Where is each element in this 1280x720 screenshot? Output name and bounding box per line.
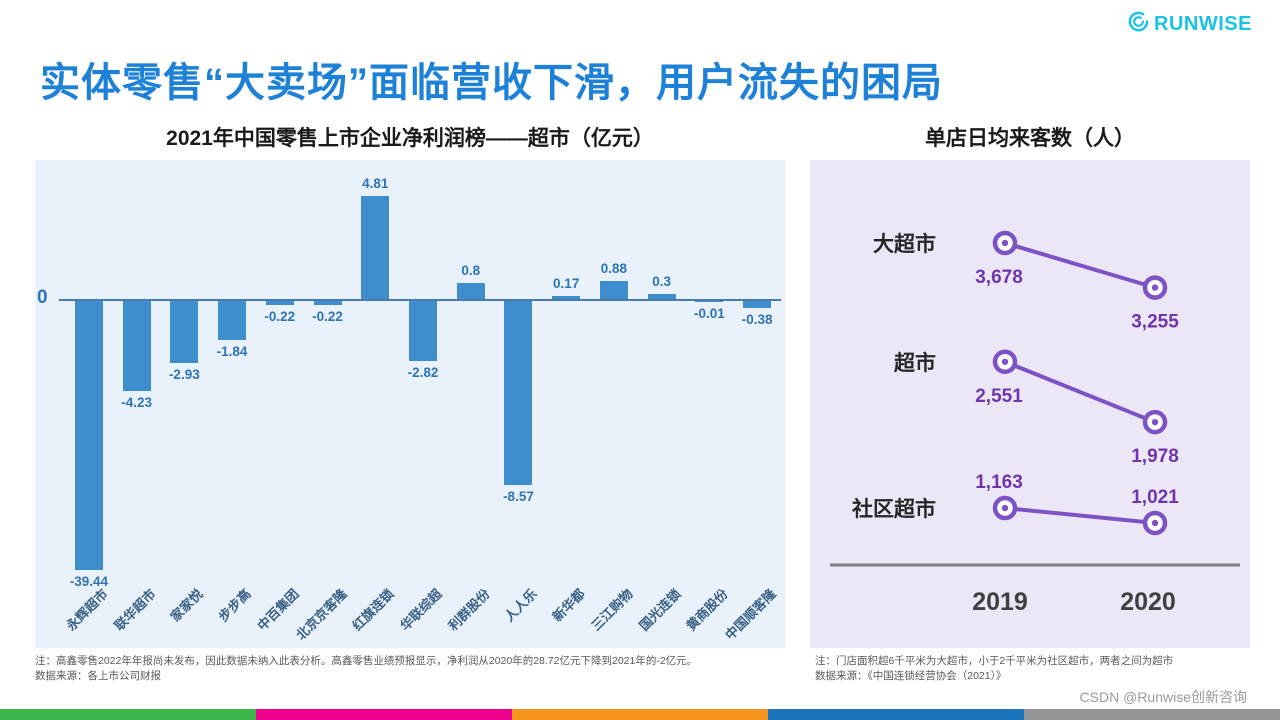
bar-value-label: 0.88: [600, 260, 628, 276]
footer-strip-segment-3: [512, 709, 768, 720]
line-chart-panel: 3,678 3,255 大超市 2,551 1,978 超市 1,163 1,021 社区超市 2…: [810, 160, 1250, 648]
x-axis-label: 三江购物: [588, 586, 636, 634]
x-axis-label: 利群股份: [445, 586, 493, 634]
note-line-2: 数据来源：各上市公司财报: [35, 669, 161, 682]
line-chart-note: 注：门店面积超6千平米为大超市，小于2千平米为社区超市，两者之间为超市 数据来源…: [815, 654, 1260, 683]
bar-value-label: 0.3: [652, 273, 672, 289]
x-axis-label: 新华都: [549, 586, 588, 625]
bar-value-label: 0.17: [553, 276, 580, 292]
x-axis-label: 华联综超: [397, 586, 445, 634]
bar-value-label: -2.82: [407, 364, 439, 380]
bar-利群股份: [456, 282, 485, 300]
bar-chart-panel: 0 -39.44 永辉超市 -4.23 联华超市 -2.93 家家悦 -1.84 步步高 -0.…: [35, 160, 785, 648]
bar-value-label: -39.44: [69, 574, 108, 589]
bar-plot: -39.44 永辉超市 -4.23 联华超市 -2.93 家家悦 -1.84 步步高 -0.22…: [35, 160, 785, 648]
runwise-swirl-icon: [1127, 10, 1150, 38]
bar-value-label: -2.93: [168, 367, 200, 383]
bar-value-label: -1.84: [216, 343, 248, 359]
x-axis-label: 国光连锁: [635, 586, 684, 634]
trend-line-社区超市: [1004, 506, 1156, 525]
data-value-label: 3,678: [975, 267, 1023, 288]
x-axis-label: 北京京客隆: [292, 586, 350, 643]
y-axis-zero-label: 0: [37, 287, 48, 308]
bar-value-label: -0.01: [694, 305, 725, 321]
bar-华联综超: [409, 300, 437, 361]
bar-国光连锁: [647, 293, 676, 300]
data-value-label: 1,163: [975, 472, 1023, 493]
bar-value-label: -0.22: [312, 308, 343, 324]
bar-value-label: -0.22: [264, 308, 296, 324]
series-label: 社区超市: [851, 497, 936, 521]
note-line-1: 注：高鑫零售2022年年报尚未发布，因此数据未纳入此表分析。高鑫零售业绩预报显示…: [35, 655, 698, 667]
footer-color-strip: [0, 709, 1280, 720]
watermark: CSDN @Runwise创新咨询: [1079, 689, 1247, 705]
bar-value-label: 0.8: [461, 262, 481, 278]
bar-中国顺客隆: [743, 300, 772, 309]
data-value-label: 2,551: [975, 386, 1023, 407]
data-value-label: 1,978: [1131, 446, 1179, 467]
line-chart-title: 单店日均来客数（人）: [925, 127, 1135, 150]
x-axis-label: 家家悦: [167, 586, 207, 625]
data-value-label: 1,021: [1131, 487, 1179, 508]
bar-新华都: [552, 296, 581, 300]
year-label-2020: 2020: [1120, 588, 1176, 616]
note-line-1: 注：门店面积超6千平米为大超市，小于2千平米为社区超市，两者之间为超市: [815, 655, 1174, 667]
trend-line-超市: [1004, 359, 1156, 425]
bar-value-label: 4.81: [362, 176, 389, 192]
x-axis-label: 步步高: [215, 586, 254, 625]
bar-chart-note: 注：高鑫零售2022年年报尚未发布，因此数据未纳入此表分析。高鑫零售业绩预报显示…: [35, 654, 800, 683]
bar-中百集团: [265, 300, 294, 305]
data-point-center: [1001, 239, 1009, 247]
x-axis-label: 红旗连锁: [349, 586, 397, 634]
footer-strip-segment-1: [0, 709, 256, 720]
data-point-center: [1151, 284, 1159, 291]
x-axis-label: 中国顺客隆: [722, 586, 779, 643]
data-point-center: [1151, 418, 1159, 426]
data-point-center: [1151, 519, 1159, 527]
data-point-center: [1001, 358, 1009, 365]
zero-axis-line: [59, 299, 781, 301]
note-line-2: 数据来源：《中国连锁经营协会（2021）》: [815, 669, 1007, 682]
line-chart: 3,678 3,255 大超市 2,551 1,978 超市 1,163 1,021 社区超市 2…: [830, 230, 1240, 616]
bar-北京京客隆: [313, 300, 342, 305]
bar-红旗连锁: [361, 196, 390, 300]
x-axis-label: 联华超市: [110, 586, 159, 634]
footer-strip-segment-5: [1024, 709, 1280, 720]
bar-家家悦: [170, 300, 199, 364]
footer-strip-segment-4: [768, 709, 1024, 720]
year-label-2019: 2019: [972, 588, 1028, 616]
x-axis-label: 人人乐: [501, 586, 541, 625]
bar-value-label: -4.23: [121, 395, 152, 411]
logo: RUNWISE: [1127, 10, 1252, 38]
bar-永辉超市: [74, 300, 103, 570]
page-title: 实体零售“大卖场”面临营收下滑，用户流失的困局: [40, 61, 943, 105]
bar-value-label: -0.38: [741, 312, 773, 328]
logo-text: RUNWISE: [1154, 12, 1252, 35]
series-label: 大超市: [873, 232, 936, 256]
bar-人人乐: [504, 300, 533, 486]
x-axis-label: 永辉超市: [63, 586, 111, 634]
trend-line-大超市: [1004, 241, 1156, 290]
data-value-label: 3,255: [1131, 312, 1179, 333]
data-point-center: [1001, 504, 1009, 512]
bar-三江购物: [599, 280, 628, 300]
footer-strip-segment-2: [256, 709, 512, 720]
series-label: 超市: [894, 351, 936, 375]
bar-value-label: -8.57: [503, 489, 534, 505]
bar-chart-title: 2021年中国零售上市企业净利润榜——超市（亿元）: [166, 127, 654, 150]
bar-步步高: [218, 300, 247, 340]
bar-联华超市: [122, 300, 151, 392]
